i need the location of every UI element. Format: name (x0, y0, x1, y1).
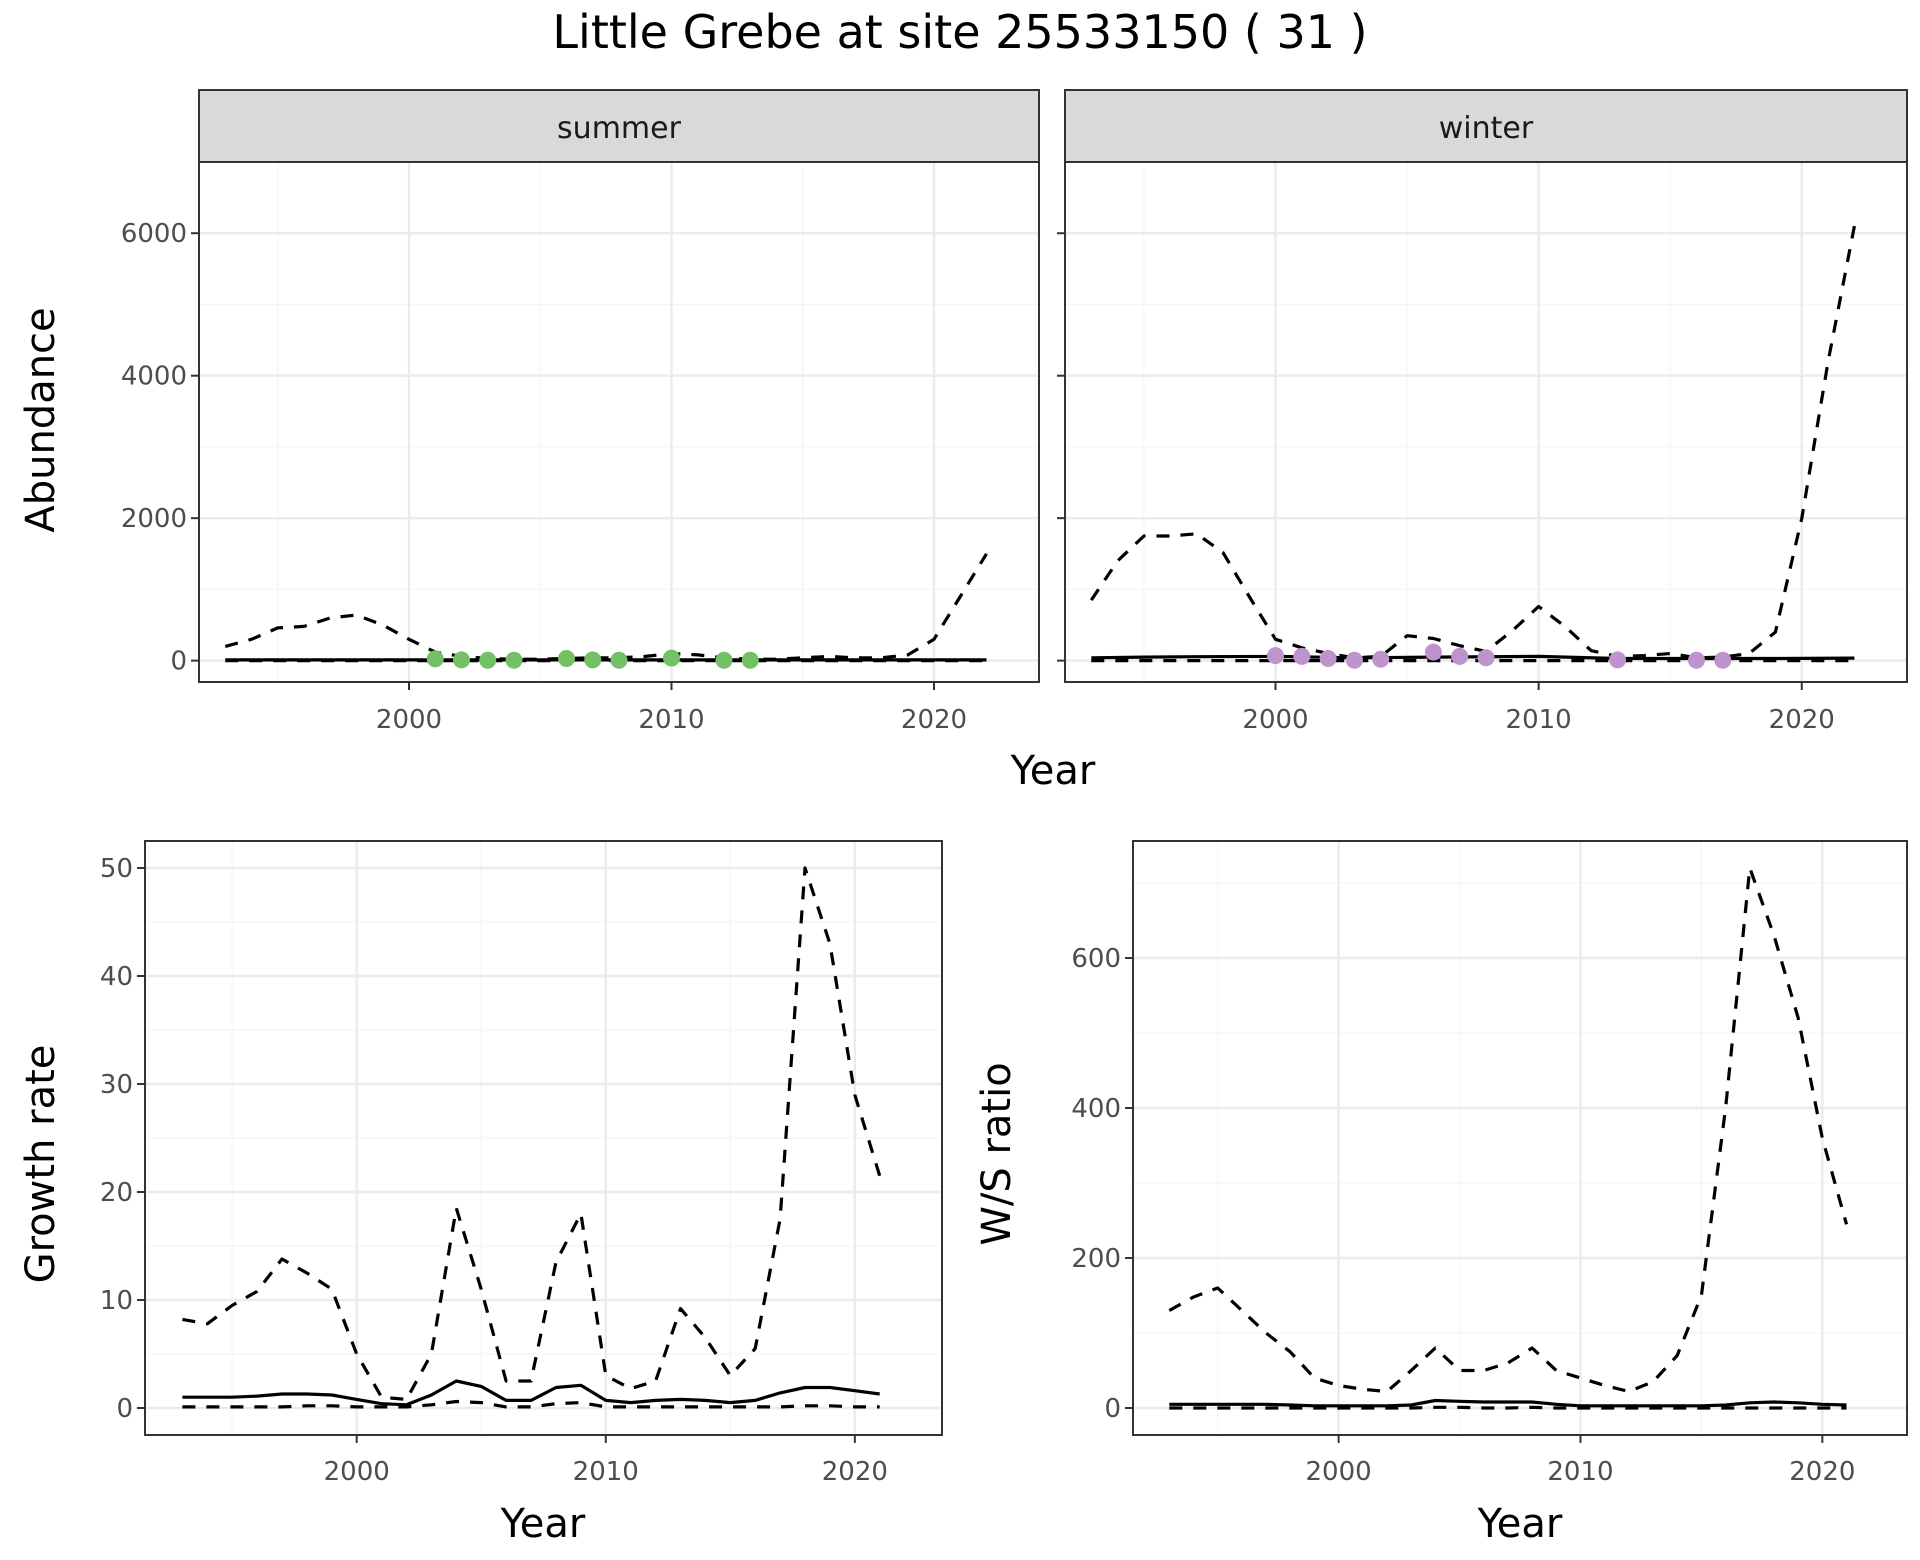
observed-count-point (584, 651, 602, 669)
abundance-winter-panel: 2000 2010 2020 (1057, 161, 1908, 735)
panel-background (199, 162, 1039, 682)
solid-series-line (182, 1379, 880, 1407)
x-tick-label: 2020 (1769, 705, 1835, 735)
dashed-series-line (1168, 866, 1849, 1394)
observed-count-point (741, 651, 759, 669)
ratio-y-axis-title: W/S ratio (974, 1062, 1020, 1245)
strip-winter: winter (1064, 89, 1908, 163)
y-tick-label: 200 (1071, 1244, 1121, 1274)
observed-count-point (558, 649, 575, 667)
y-tick-label: 0 (1104, 1394, 1121, 1424)
y-tick-label: 4000 (121, 362, 187, 392)
panel-border (198, 161, 1040, 683)
observed-count-point (610, 651, 628, 669)
chart-title: Little Grebe at site 25533150 ( 31 ) (552, 5, 1367, 59)
x-tick-label: 2020 (1789, 1457, 1855, 1487)
dashed-series-line (1169, 1405, 1847, 1410)
panel-border (1132, 840, 1908, 1436)
observed-count-point (1372, 650, 1390, 668)
observed-count-point (1451, 647, 1469, 665)
solid-series-line (1169, 1398, 1847, 1408)
x-tick-label: 2020 (901, 705, 967, 735)
observed-count-point (1609, 651, 1627, 669)
y-tick-label: 2000 (121, 504, 187, 534)
y-tick-label: 30 (100, 1070, 133, 1100)
observed-count-point (1714, 651, 1732, 669)
strip-summer-label: summer (557, 111, 682, 146)
y-tick-label: 20 (100, 1178, 133, 1208)
observed-count-point (1267, 647, 1284, 665)
y-tick-label: 6000 (121, 219, 187, 249)
y-tick-label: 40 (100, 962, 133, 992)
x-tick-label: 2000 (324, 1457, 390, 1487)
panel-background (1133, 841, 1907, 1435)
observed-count-point (715, 651, 733, 669)
growth-rate-panel: 2000 2010 2020 0 10 20 30 40 50 (100, 840, 943, 1487)
ws-ratio-panel: 2000 2010 2020 0 200 400 600 (1071, 840, 1908, 1487)
y-tick-label: 10 (100, 1286, 133, 1316)
y-tick-label: 400 (1071, 1094, 1121, 1124)
dashed-series-line (182, 1399, 880, 1409)
dashed-series-line (224, 552, 988, 661)
dashed-series-line (182, 866, 882, 1402)
observed-count-point (1424, 643, 1442, 661)
strip-summer: summer (198, 89, 1040, 163)
growth-x-axis-title: Year (500, 1501, 586, 1547)
observed-count-point (1319, 649, 1337, 667)
panel-background (1065, 162, 1907, 682)
panel-border (1064, 161, 1908, 683)
y-tick-label: 0 (170, 647, 187, 677)
observed-count-point (426, 650, 444, 668)
observed-count-point (1345, 651, 1363, 669)
x-tick-label: 2010 (1547, 1457, 1613, 1487)
observed-count-point (1293, 647, 1311, 665)
observed-count-point (1688, 651, 1705, 669)
y-tick-label: 0 (116, 1394, 133, 1424)
abundance-x-axis-title: Year (1010, 748, 1096, 794)
x-tick-label: 2020 (822, 1457, 888, 1487)
observed-count-point (1477, 649, 1495, 667)
abundance-y-axis-title: Abundance (18, 307, 64, 532)
y-tick-label: 50 (100, 854, 133, 884)
abundance-summer-panel: 2000 2010 2020 0 2000 4000 6000 (121, 161, 1040, 735)
x-tick-label: 2010 (573, 1457, 639, 1487)
strip-winter-label: winter (1439, 111, 1534, 146)
x-tick-label: 2010 (1506, 705, 1572, 735)
y-tick-label: 600 (1071, 944, 1121, 974)
x-tick-label: 2000 (1306, 1457, 1372, 1487)
observed-count-point (663, 649, 680, 667)
observed-count-point (505, 651, 523, 669)
observed-count-point (479, 651, 497, 669)
x-tick-label: 2010 (638, 705, 704, 735)
ratio-x-axis-title: Year (1477, 1501, 1563, 1547)
x-tick-label: 2000 (1242, 705, 1308, 735)
x-tick-label: 2000 (376, 705, 442, 735)
observed-count-point (453, 651, 470, 669)
growth-y-axis-title: Growth rate (18, 1045, 64, 1284)
panel-border (144, 840, 943, 1436)
